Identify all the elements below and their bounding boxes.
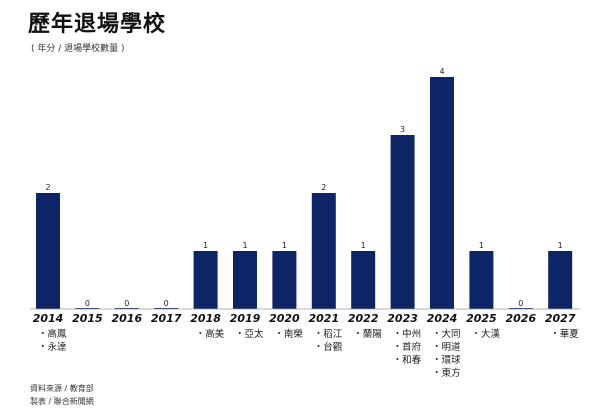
tick-label-2014: 2014 xyxy=(33,312,64,325)
tick-label-2026: 2026 xyxy=(505,312,536,325)
bar-2020 xyxy=(272,251,297,309)
tick-label-2024: 2024 xyxy=(427,312,458,325)
value-label-2021: 2 xyxy=(321,183,326,192)
value-label-2020: 1 xyxy=(282,241,287,250)
school-label: ・高鳳 xyxy=(38,328,67,340)
bar-2024 xyxy=(430,77,454,309)
bar-2027 xyxy=(548,251,573,309)
tick-label-2021: 2021 xyxy=(308,312,339,325)
bar-2023 xyxy=(390,135,415,309)
school-label: ・台觀 xyxy=(314,341,343,353)
value-label-2016: 0 xyxy=(124,299,129,308)
value-label-2024: 4 xyxy=(439,67,444,76)
value-label-2026: 0 xyxy=(518,299,523,308)
chart-title: 歷年退場學校 xyxy=(28,12,167,37)
school-label: ・亞太 xyxy=(235,328,264,340)
value-label-2018: 1 xyxy=(203,241,208,250)
bar-2022 xyxy=(351,251,376,309)
bar-2014 xyxy=(36,193,60,309)
school-label: ・明道 xyxy=(432,341,461,353)
value-label-2014: 2 xyxy=(45,183,50,192)
school-label: ・蘭陽 xyxy=(353,328,382,340)
school-label: ・大漢 xyxy=(471,328,500,340)
school-label: ・南榮 xyxy=(274,328,303,340)
source-note: 資料來源 / 教育部 xyxy=(30,384,94,393)
bar-2018 xyxy=(193,251,218,309)
value-label-2019: 1 xyxy=(242,241,247,250)
value-label-2015: 0 xyxy=(85,299,90,308)
school-label: ・東方 xyxy=(432,367,461,379)
tick-label-2015: 2015 xyxy=(72,312,103,325)
school-label: ・永達 xyxy=(38,341,67,353)
value-label-2017: 0 xyxy=(164,299,169,308)
tick-label-2023: 2023 xyxy=(387,312,418,325)
school-label: ・中州 xyxy=(393,328,422,340)
bar-2025 xyxy=(469,251,494,309)
value-label-2027: 1 xyxy=(558,241,563,250)
tick-label-2027: 2027 xyxy=(545,312,576,325)
tick-label-2018: 2018 xyxy=(190,312,221,325)
bar-2019 xyxy=(233,251,257,309)
bar-2021 xyxy=(311,193,336,309)
credit-note: 製表 / 聯合新聞網 xyxy=(30,397,94,406)
tick-label-2017: 2017 xyxy=(151,312,182,325)
tick-label-2016: 2016 xyxy=(111,312,142,325)
chart-subtitle: ( 年分 / 退場學校數量 ) xyxy=(31,44,125,54)
value-label-2025: 1 xyxy=(479,241,484,250)
tick-label-2025: 2025 xyxy=(466,312,497,325)
tick-label-2020: 2020 xyxy=(269,312,300,325)
value-label-2022: 1 xyxy=(361,241,366,250)
labels-group: 22014・高鳳・永達02015020160201712018・高美12019・… xyxy=(33,67,580,379)
tick-label-2019: 2019 xyxy=(230,312,261,325)
school-label: ・環球 xyxy=(432,354,461,366)
school-label: ・首府 xyxy=(393,341,422,353)
school-label: ・大同 xyxy=(432,328,461,340)
tick-label-2022: 2022 xyxy=(348,312,379,325)
value-label-2023: 3 xyxy=(400,125,405,134)
school-label: ・稻江 xyxy=(314,329,343,340)
school-label: ・華夏 xyxy=(550,328,579,340)
bars-group xyxy=(36,77,573,309)
school-label: ・高美 xyxy=(196,328,225,340)
school-label: ・和春 xyxy=(393,354,422,366)
